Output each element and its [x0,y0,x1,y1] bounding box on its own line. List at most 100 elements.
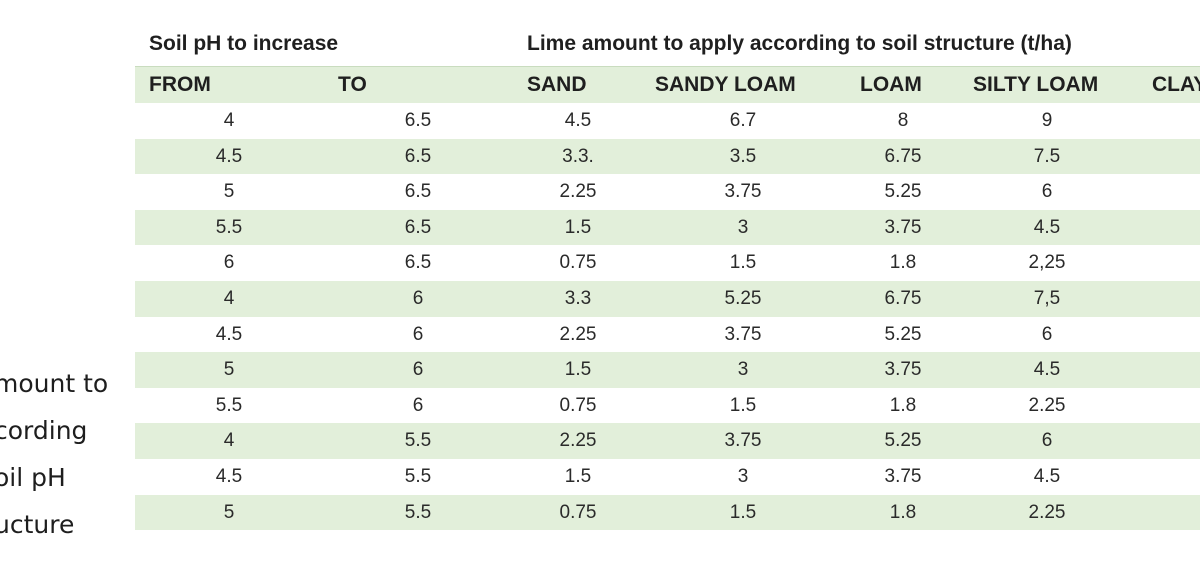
cell-to: 6 [412,394,424,416]
cell-loam: 5.25 [884,430,922,452]
side-caption-line: oil pH [0,463,66,492]
table-row: 5.5 6.5 1.5 3 3.75 4.5 [135,209,1200,246]
cell-sandy-loam: 3.75 [724,430,762,452]
cell-from: 4 [223,110,235,131]
cell-loam: 3.75 [884,216,922,238]
cell-silty-loam: 2.25 [1028,501,1066,523]
cell-sandy-loam: 3.75 [724,323,762,345]
cell-from: 4.5 [215,323,243,345]
cell-sandy-loam: 5.25 [724,287,762,309]
cell-from: 5.5 [215,216,243,238]
cell-silty-loam: 4.5 [1033,465,1061,487]
col-header-sandy-loam: SANDY LOAM [655,73,796,96]
cell-from: 4 [223,287,235,309]
table-row: 6 6.5 0.75 1.5 1.8 2,25 [135,245,1200,281]
cell-sandy-loam: 3 [737,359,749,381]
table-body: 4 6.5 4.5 6.7 8 9 4.5 6.5 3.3. 3.5 6.75 7.5 5 6.5 2.25… [135,103,1200,531]
table-row: 4.5 5.5 1.5 3 3.75 4.5 [135,459,1200,495]
cell-to: 6 [412,323,424,345]
cell-from: 6 [223,252,235,274]
cell-loam: 1.8 [889,501,917,523]
cell-sandy-loam: 1.5 [729,501,757,523]
cell-loam: 6.75 [884,145,922,167]
cell-loam: 6.75 [884,287,922,309]
cell-sandy-loam: 3 [737,465,749,487]
cell-silty-loam: 7.5 [1033,145,1061,167]
side-caption: mount to cording oil pH ucture [0,360,108,548]
cell-from: 4 [223,430,235,452]
cell-silty-loam: 2,25 [1028,252,1066,274]
cell-sand: 3.3. [562,145,594,167]
cell-sand: 2.25 [559,181,597,203]
cell-loam: 8 [897,110,909,131]
cell-sand: 1.5 [564,465,592,487]
cell-sandy-loam: 3 [737,216,749,238]
cell-sand: 0.75 [559,252,597,274]
lime-table: Soil pH to increase Lime amount to apply… [135,26,1200,531]
col-header-loam: LOAM [860,73,922,96]
cell-from: 4.5 [215,465,243,487]
cell-silty-loam: 9 [1041,110,1053,131]
cell-silty-loam: 4.5 [1033,359,1061,381]
side-caption-line: cording [0,416,88,445]
cell-sandy-loam: 1.5 [729,394,757,416]
cell-sand: 1.5 [564,216,592,238]
cell-loam: 1.8 [889,252,917,274]
column-header-row: FROM TO SAND SANDY LOAM LOAM SILTY LOAM … [135,66,1200,103]
col-header-clay: CLAY [1152,73,1200,96]
cell-sand: 2.25 [559,430,597,452]
cell-sand: 1.5 [564,359,592,381]
cell-silty-loam: 6 [1041,430,1053,452]
cell-loam: 1.8 [889,394,917,416]
table-row: 5 6.5 2.25 3.75 5.25 6 [135,174,1200,210]
table-row: 5 6 1.5 3 3.75 4.5 [135,352,1200,388]
col-header-to: TO [338,73,367,96]
cell-from: 5 [223,181,235,203]
cell-loam: 3.75 [884,465,922,487]
cell-silty-loam: 6 [1041,323,1053,345]
table-row: 4 6 3.3 5.25 6.75 7,5 [135,280,1200,317]
cell-to: 6 [412,359,424,381]
side-caption-line: mount to [0,369,109,398]
cell-from: 4.5 [215,145,243,167]
cell-sandy-loam: 3.75 [724,181,762,203]
col-header-from: FROM [149,73,211,96]
table-row: 4 6.5 4.5 6.7 8 9 [135,103,1200,139]
table-row: 4.5 6 2.25 3.75 5.25 6 [135,317,1200,353]
cell-silty-loam: 7,5 [1033,287,1061,309]
cell-sand: 3.3 [564,287,592,309]
table-row: 4 5.5 2.25 3.75 5.25 6 [135,423,1200,459]
cell-sandy-loam: 1.5 [729,252,757,274]
cell-from: 5 [223,359,235,381]
cell-sandy-loam: 6.7 [729,110,757,131]
table-row: 4.5 6.5 3.3. 3.5 6.75 7.5 [135,138,1200,175]
col-header-silty-loam: SILTY LOAM [973,73,1099,96]
cell-to: 6.5 [404,110,432,131]
cell-silty-loam: 6 [1041,181,1053,203]
cell-sand: 4.5 [564,110,592,131]
cell-to: 6.5 [404,216,432,238]
group-header-soil-ph: Soil pH to increase [149,32,339,55]
cell-from: 5.5 [215,394,243,416]
table-row: 5.5 6 0.75 1.5 1.8 2.25 [135,388,1200,424]
cell-loam: 5.25 [884,323,922,345]
cell-sand: 2.25 [559,323,597,345]
group-header-lime-amount: Lime amount to apply according to soil s… [527,32,1072,55]
cell-sand: 0.75 [559,394,597,416]
cell-to: 6.5 [404,181,432,203]
cell-loam: 5.25 [884,181,922,203]
cell-to: 6.5 [404,145,432,167]
cell-silty-loam: 4.5 [1033,216,1061,238]
cell-sand: 0.75 [559,501,597,523]
cell-from: 5 [223,501,235,523]
cell-to: 5.5 [404,501,432,523]
cell-loam: 3.75 [884,359,922,381]
cell-to: 5.5 [404,430,432,452]
cell-to: 5.5 [404,465,432,487]
cell-silty-loam: 2.25 [1028,394,1066,416]
side-caption-line: ucture [0,510,75,539]
cell-sandy-loam: 3.5 [729,145,757,167]
cell-to: 6.5 [404,252,432,274]
group-header-row: Soil pH to increase Lime amount to apply… [135,26,1200,66]
col-header-sand: SAND [527,73,587,96]
